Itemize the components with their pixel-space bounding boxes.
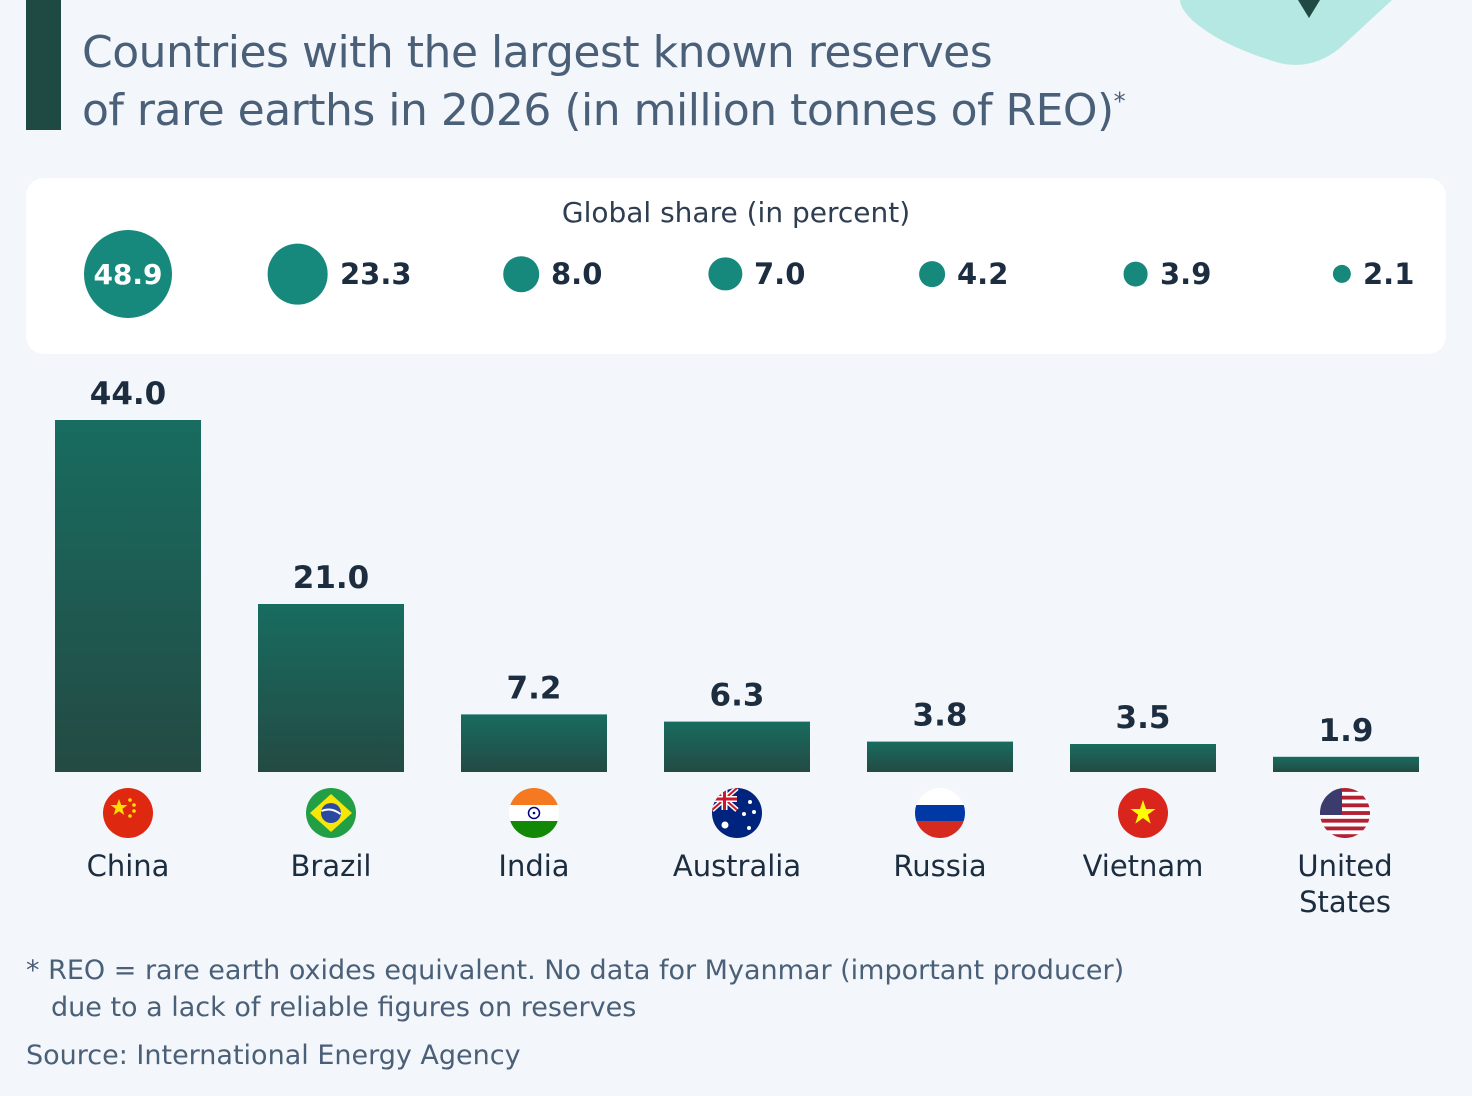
share-circle-vietnam <box>1123 261 1148 287</box>
share-circle-united-states <box>1332 264 1351 284</box>
bar-value-label-india: 7.2 <box>507 670 562 706</box>
share-value-label-russia: 4.2 <box>957 257 1009 291</box>
title-accent-bar <box>26 0 61 130</box>
title-line-2: of rare earths in 2026 (in million tonne… <box>82 85 1114 136</box>
title-line-1: Countries with the largest known reserve… <box>82 27 993 78</box>
global-share-panel: Global share (in percent) 48.9 23.3 8.0 7.0… <box>26 178 1446 354</box>
share-circle-india <box>503 256 539 292</box>
bar-value-label-australia: 6.3 <box>710 678 765 714</box>
india-flag-icon <box>509 788 559 838</box>
bar-value-label-vietnam: 3.5 <box>1116 700 1171 736</box>
bar-russia <box>867 741 1013 772</box>
bar-chart: 44.0 21.0 7.2 6.3 3.8 3.5 1.9 <box>55 376 1419 772</box>
share-circle-brazil <box>267 243 328 305</box>
country-label-australia: Australia <box>672 849 802 883</box>
us-label-line-1: United <box>1297 849 1393 883</box>
share-circle-china: 48.9 <box>84 230 172 318</box>
china-flag-icon <box>103 788 153 838</box>
bar-value-label-china: 44.0 <box>90 376 167 412</box>
vietnam-flag-icon <box>1118 788 1168 838</box>
footnote: * REO = rare earth oxides equivalent. No… <box>26 952 1226 1026</box>
australia-flag-icon <box>712 788 762 838</box>
us-label-line-2: States <box>1299 885 1391 919</box>
share-value-label-australia: 7.0 <box>754 257 806 291</box>
source-note: Source: International Energy Agency <box>26 1040 521 1071</box>
bar-china <box>55 420 201 772</box>
share-value-label-united-states: 2.1 <box>1363 257 1415 291</box>
bar-brazil <box>258 604 404 772</box>
russia-flag-icon <box>915 788 965 838</box>
bar-vietnam <box>1070 744 1216 772</box>
bar-united-states <box>1273 756 1419 772</box>
bar-value-label-brazil: 21.0 <box>293 560 370 596</box>
brazil-flag-icon <box>306 788 356 838</box>
share-value-label-vietnam: 3.9 <box>1160 257 1212 291</box>
country-label-russia: Russia <box>893 849 987 883</box>
share-value-label-brazil: 23.3 <box>340 257 412 291</box>
country-label-vietnam: Vietnam <box>1082 849 1204 883</box>
country-label-china: China <box>86 849 170 883</box>
footnote-line-2: due to a lack of reliable figures on res… <box>51 992 637 1023</box>
bar-value-label-united-states: 1.9 <box>1319 713 1374 749</box>
bar-india <box>461 714 607 772</box>
decorative-corner-icon <box>1180 0 1392 65</box>
usa-flag-icon <box>1320 788 1370 838</box>
share-circle-australia <box>708 257 742 291</box>
footnote-line-1: * REO = rare earth oxides equivalent. No… <box>26 955 1125 986</box>
share-circle-russia <box>919 261 945 287</box>
share-value-label-india: 8.0 <box>551 257 603 291</box>
bar-australia <box>664 721 810 772</box>
country-label-united-states: United States <box>1255 848 1435 920</box>
global-share-heading: Global share (in percent) <box>561 196 911 229</box>
country-label-brazil: Brazil <box>290 849 372 883</box>
bar-value-label-russia: 3.8 <box>913 698 968 734</box>
chart-title: Countries with the largest known reserve… <box>82 24 1212 140</box>
country-label-india: India <box>498 849 570 883</box>
title-asterisk: * <box>1113 87 1126 116</box>
